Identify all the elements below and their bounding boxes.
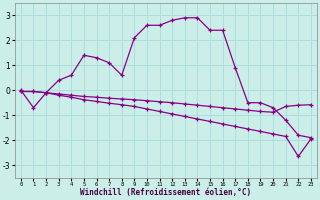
- X-axis label: Windchill (Refroidissement éolien,°C): Windchill (Refroidissement éolien,°C): [80, 188, 252, 197]
